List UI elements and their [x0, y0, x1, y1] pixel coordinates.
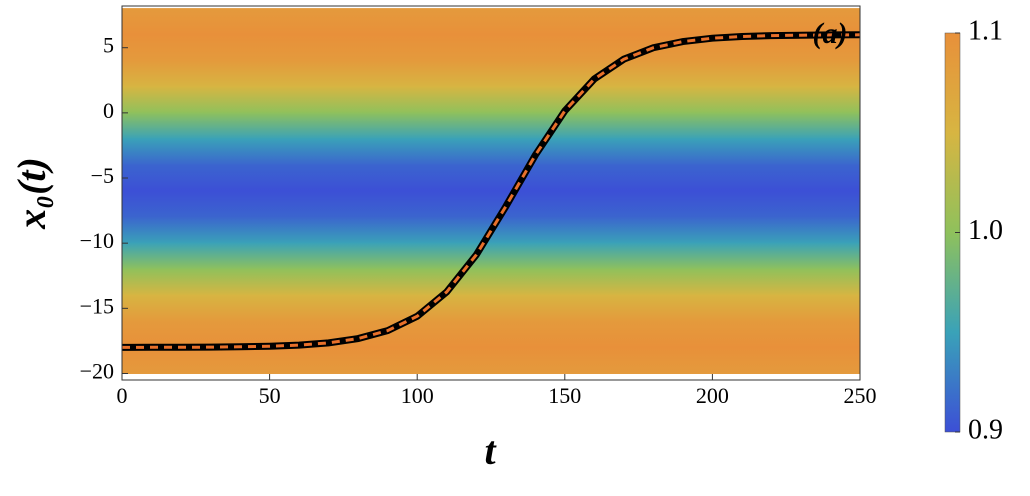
- y-axis-label: x₀(t): [9, 157, 54, 230]
- heatmap-band: [122, 294, 860, 322]
- x-tick-label: 50: [259, 383, 281, 408]
- curve: [122, 33, 860, 349]
- heatmap-band: [122, 190, 860, 218]
- x-tick-label: 200: [696, 383, 729, 408]
- x-tick-label: 0: [117, 383, 128, 408]
- y-tick-label: −15: [80, 293, 114, 318]
- y-tick-label: −20: [80, 359, 114, 384]
- y-tick-label: 5: [103, 33, 114, 58]
- plot-frame: [121, 5, 861, 381]
- heatmap-band: [122, 346, 860, 374]
- colorbar-tick-label: 1.0: [968, 215, 1003, 246]
- colorbar-tick-label: 0.9: [968, 414, 1003, 445]
- x-tick-label: 150: [548, 383, 581, 408]
- heatmap-band: [122, 60, 860, 88]
- x-tick-label: 250: [844, 383, 877, 408]
- x-tick-label: 100: [401, 383, 434, 408]
- x-axis-label: t: [484, 428, 497, 473]
- colorbar-tick-label: 1.1: [968, 15, 1003, 46]
- heatmap-band: [122, 138, 860, 166]
- y-tick-label: −10: [80, 228, 114, 253]
- heatmap-band: [122, 86, 860, 114]
- heatmap-band: [122, 268, 860, 296]
- y-tick-label: −5: [91, 163, 114, 188]
- annotation: (a): [813, 17, 848, 50]
- heatmap-band: [122, 242, 860, 270]
- heatmap-band: [122, 164, 860, 192]
- heatmap-band: [122, 112, 860, 140]
- heatmap-band: [122, 8, 860, 36]
- y-tick-label: 0: [103, 98, 114, 123]
